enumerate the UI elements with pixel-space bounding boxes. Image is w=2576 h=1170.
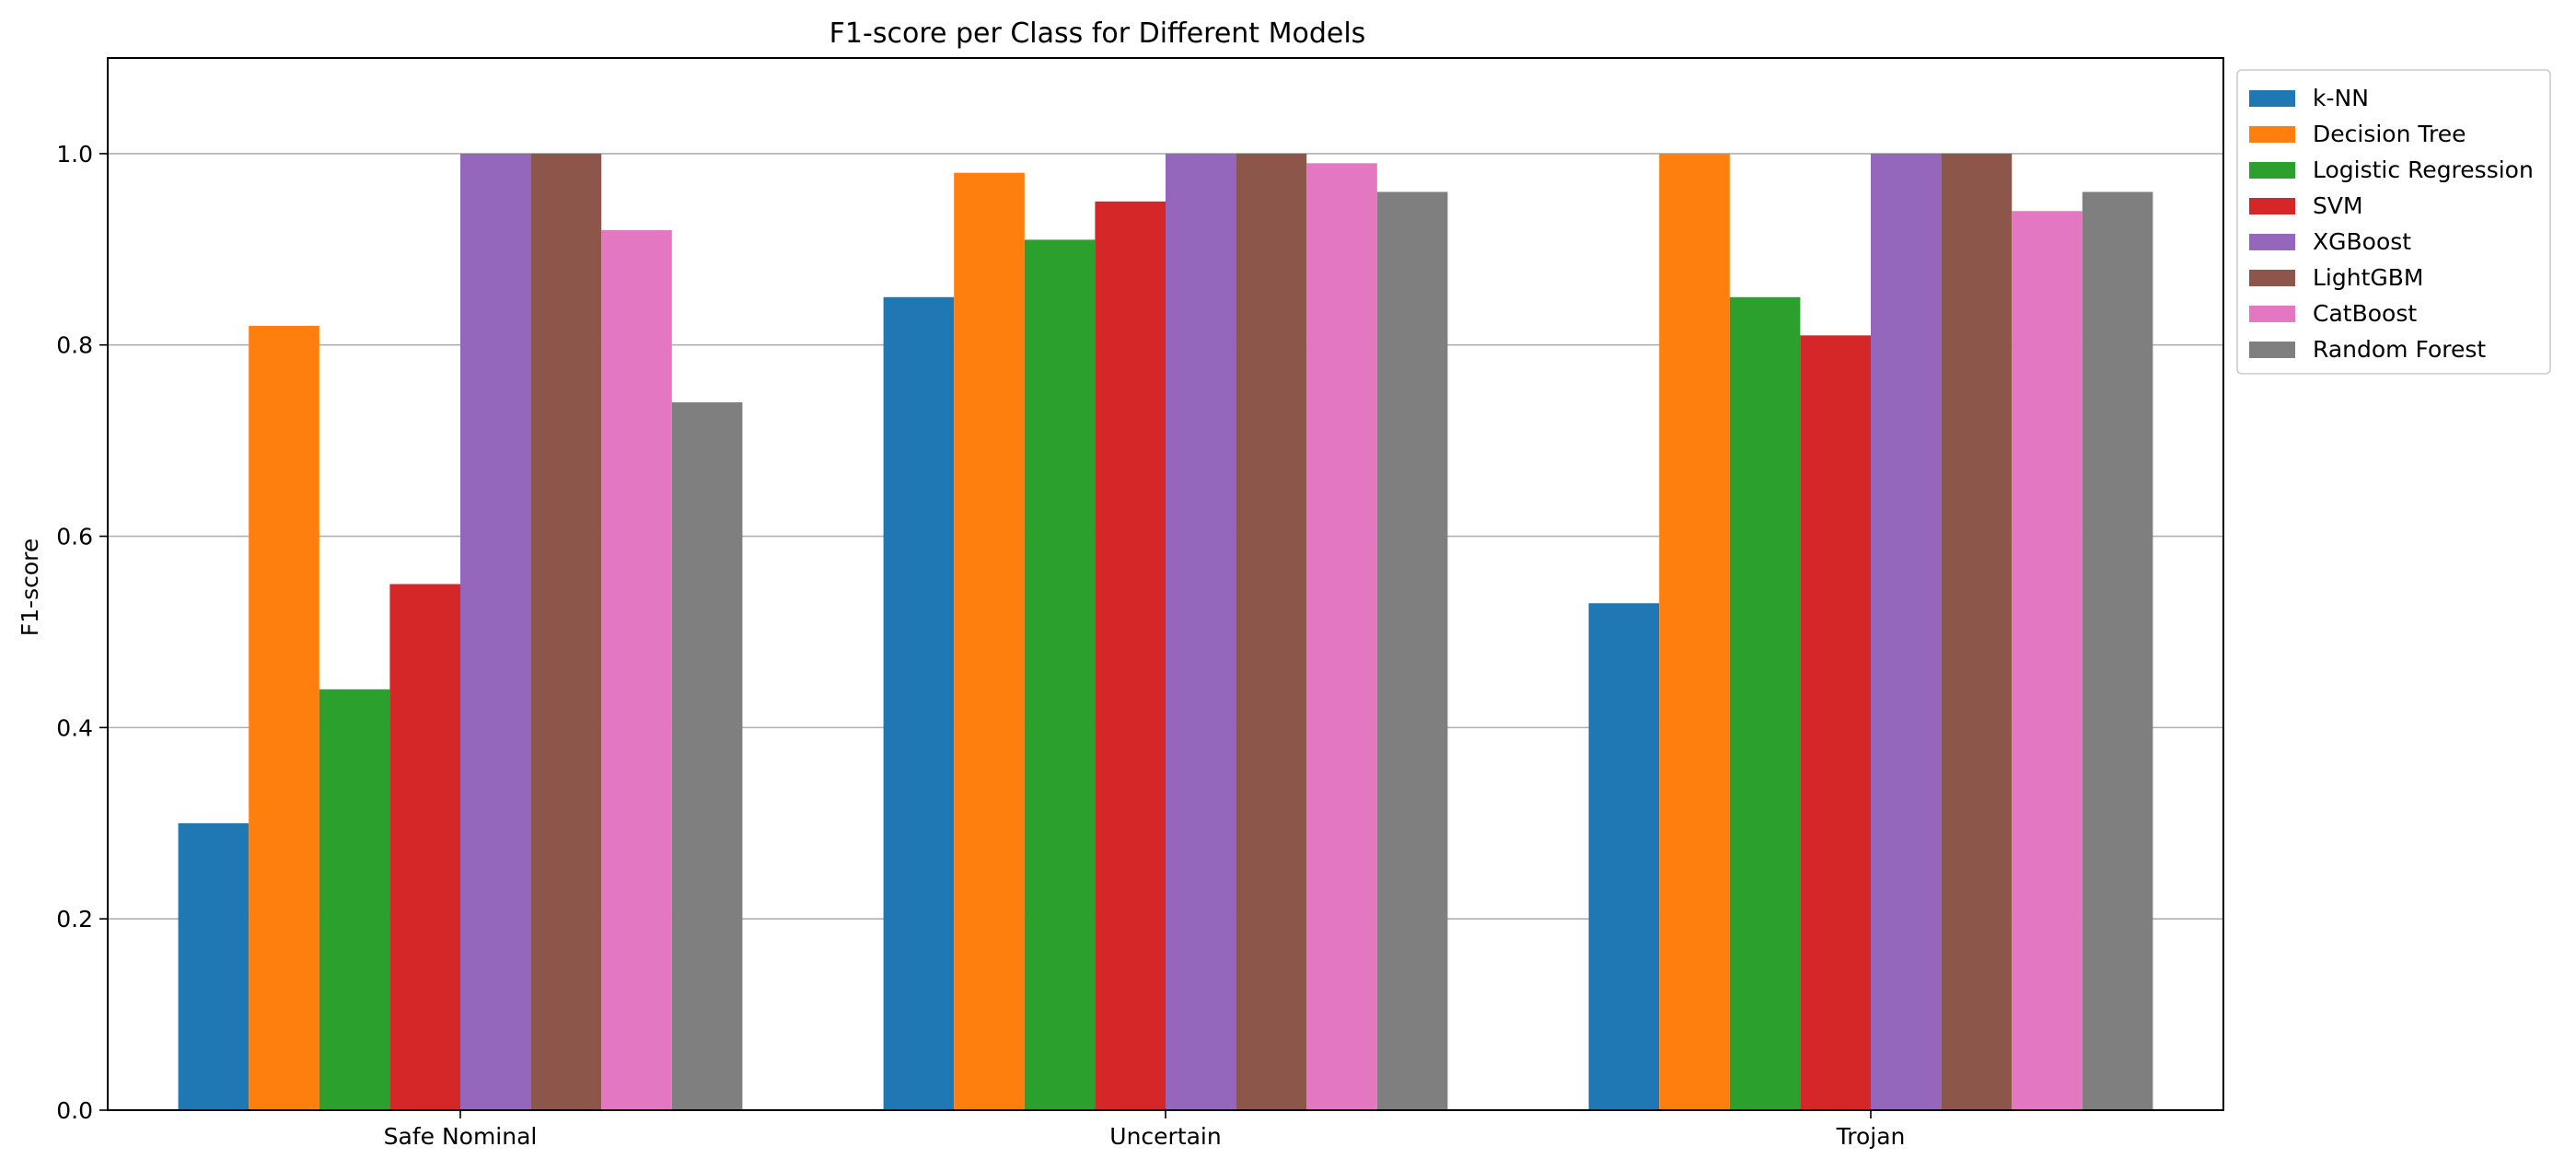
legend-label: Decision Tree [2313, 121, 2466, 147]
y-tick-label: 1.0 [56, 141, 93, 168]
legend-swatch [2249, 342, 2295, 358]
bar-decision-tree [249, 325, 319, 1111]
bar-catboost [1306, 163, 1377, 1110]
legend-label: Logistic Regression [2313, 156, 2534, 183]
legend-swatch [2249, 306, 2295, 322]
legend-label: LightGBM [2313, 264, 2423, 291]
bar-svm [389, 584, 460, 1110]
y-tick-label: 0.2 [56, 906, 93, 933]
legend-label: Random Forest [2313, 336, 2486, 363]
x-tick-label: Uncertain [1109, 1123, 1221, 1150]
bar-xgboost [1871, 153, 1942, 1111]
bar-k-nn [178, 823, 249, 1110]
bar-lightgbm [530, 153, 602, 1111]
legend-label: SVM [2313, 192, 2363, 219]
legend-swatch [2249, 234, 2295, 250]
x-tick-label: Safe Nominal [384, 1123, 538, 1150]
legend-label: XGBoost [2313, 228, 2411, 255]
y-tick-label: 0.4 [56, 714, 93, 741]
legend-swatch [2249, 198, 2295, 214]
bar-logistic-regression [319, 689, 390, 1110]
y-tick-label: 0.8 [56, 332, 93, 359]
bar-lightgbm [1941, 153, 2013, 1111]
bar-catboost [2012, 211, 2083, 1111]
y-tick-label: 0.0 [56, 1097, 93, 1124]
legend-swatch [2249, 270, 2295, 286]
bar-random-forest [2082, 191, 2153, 1111]
x-axis: Safe Nominal Uncertain Trojan [384, 1110, 1906, 1150]
bar-xgboost [1166, 153, 1236, 1111]
legend: k-NN Decision Tree Logistic Regression SVM X… [2236, 69, 2551, 375]
bar-k-nn [883, 296, 955, 1111]
y-tick-label: 0.6 [56, 524, 93, 550]
bar-logistic-regression [1729, 296, 1801, 1111]
bar-decision-tree [954, 172, 1025, 1110]
bar-random-forest [1376, 191, 1448, 1111]
bar-decision-tree [1659, 153, 1730, 1111]
legend-frame [2236, 69, 2551, 375]
bar-xgboost [460, 153, 531, 1111]
bar-k-nn [1588, 603, 1660, 1110]
bar-svm [1800, 335, 1871, 1110]
y-axis: 0.0 0.2 0.4 0.6 0.8 1.0 [56, 141, 108, 1124]
chart-title: F1-score per Class for Different Models [830, 17, 1366, 50]
bar-logistic-regression [1024, 239, 1096, 1111]
bar-lightgbm [1236, 153, 1307, 1111]
bar-catboost [601, 230, 672, 1110]
bar-random-forest [671, 402, 743, 1110]
bar-svm [1095, 201, 1166, 1110]
legend-label: k-NN [2313, 85, 2369, 111]
bars-group [178, 153, 2153, 1111]
legend-swatch [2249, 90, 2295, 107]
legend-swatch [2249, 126, 2295, 143]
legend-swatch [2249, 162, 2295, 179]
x-tick-label: Trojan [1836, 1123, 1906, 1150]
legend-label: CatBoost [2313, 300, 2417, 327]
y-axis-label: F1-score [17, 539, 43, 636]
